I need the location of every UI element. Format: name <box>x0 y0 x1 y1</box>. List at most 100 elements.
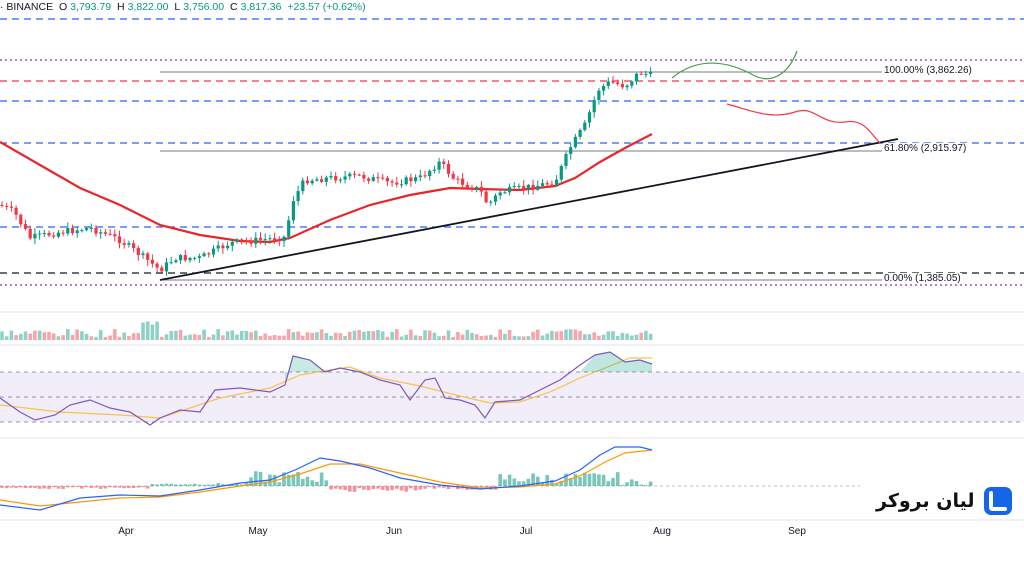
horizontal-levels <box>0 18 1024 286</box>
candle-body <box>277 240 281 242</box>
macd-histogram-bar <box>56 486 61 489</box>
candle-body <box>305 180 310 184</box>
macd-histogram-bar <box>545 474 549 486</box>
volume-bar <box>150 324 155 340</box>
macd-histogram-bar <box>639 484 643 486</box>
candle-body <box>508 186 512 193</box>
candle-body <box>620 84 624 88</box>
projection-down-path[interactable] <box>726 103 881 144</box>
fibonacci-retracement[interactable] <box>160 71 882 281</box>
candle-body <box>592 99 596 113</box>
candle-body <box>644 73 648 75</box>
candle-body <box>550 184 554 186</box>
fib-level-0-label: 0.00% (1,385.05) <box>883 273 962 284</box>
volume-bar <box>37 330 42 340</box>
macd-histogram-bar <box>423 486 427 489</box>
candle-body <box>216 245 220 249</box>
fib-level-100-label: 100.00% (3,862.26) <box>883 65 973 76</box>
volume-bar <box>385 336 390 340</box>
macd-histogram-bar <box>42 486 47 489</box>
macd-histogram-bar <box>117 486 122 488</box>
macd-histogram-bar <box>0 486 4 488</box>
volume-bar <box>427 330 432 340</box>
macd-histogram-bar <box>578 477 582 486</box>
macd-histogram-bar <box>216 483 220 486</box>
volume-bar <box>568 329 573 340</box>
candle-body <box>484 191 488 203</box>
macd-histogram-bar <box>573 474 578 486</box>
macd-histogram-bar <box>503 479 507 486</box>
volume-bar <box>178 329 183 340</box>
candle-body <box>371 177 375 181</box>
volume-bar <box>418 335 423 340</box>
candle-body <box>606 81 610 87</box>
candle-body <box>47 232 51 236</box>
volume-bar <box>286 329 291 340</box>
volume-bar <box>324 332 329 340</box>
candle-body <box>38 233 42 235</box>
candle-body <box>207 253 211 255</box>
macd-histogram-bar <box>371 486 376 489</box>
candle-body <box>296 191 300 202</box>
volume-bar <box>474 334 479 340</box>
candle-body <box>23 224 28 229</box>
macd-histogram-bar <box>98 486 103 489</box>
candle-body <box>146 253 150 260</box>
macd-histogram-bar <box>136 486 141 488</box>
volume-bar <box>479 336 484 340</box>
candle-body <box>193 257 197 259</box>
macd-histogram-bar <box>141 486 145 488</box>
macd-histogram-bar <box>442 486 446 488</box>
volume-bar <box>639 332 643 340</box>
low-label: L <box>174 1 181 13</box>
candle-body <box>352 173 357 175</box>
candle-body <box>338 179 342 181</box>
volume-bar <box>136 333 141 340</box>
candle-body <box>258 237 263 240</box>
trendline[interactable] <box>159 138 899 281</box>
close-value: 3,817.36 <box>240 1 282 13</box>
candle-body <box>498 192 502 196</box>
macd-histogram-bar <box>536 476 540 486</box>
macd-histogram-bar <box>211 484 216 486</box>
volume-bar <box>98 330 103 340</box>
macd-histogram-bar <box>221 484 225 486</box>
volume-bar <box>61 335 65 340</box>
candle-body <box>282 236 286 242</box>
macd-histogram-bar <box>160 483 164 486</box>
volume-bar <box>644 330 648 340</box>
candle-body <box>108 233 112 235</box>
candle-body <box>197 256 201 258</box>
macd-histogram-bar <box>37 486 42 489</box>
macd-histogram-bar <box>174 484 178 486</box>
macd-histogram-bar <box>592 473 596 486</box>
volume-bar <box>244 331 249 340</box>
volume-bar <box>625 333 629 340</box>
brand-logo: لیان بروکر <box>876 484 1013 518</box>
candlesticks <box>0 67 653 276</box>
volume-bar <box>390 331 394 340</box>
macd-histogram-bar <box>512 478 517 486</box>
volume-bar <box>611 331 615 340</box>
volume-bar <box>512 335 517 340</box>
volume-bar <box>371 331 376 340</box>
candle-body <box>117 236 122 244</box>
rsi-line <box>0 351 653 426</box>
macd-histogram-bar <box>230 484 235 486</box>
macd-histogram-bar <box>9 486 14 488</box>
candle-body <box>456 178 460 180</box>
macd-histogram-bar <box>395 486 399 489</box>
macd-histogram-bar <box>244 483 249 486</box>
rsi-pane <box>0 351 1024 426</box>
candle-body <box>254 237 258 244</box>
volume-bar <box>507 330 512 340</box>
projection-up-path[interactable] <box>671 50 798 80</box>
macd-histogram-bar <box>484 486 488 488</box>
candle-body <box>113 234 117 237</box>
candle-body <box>564 153 568 166</box>
volume-bar <box>536 329 540 340</box>
volume-bar <box>592 332 596 340</box>
volume-bar <box>366 330 371 340</box>
macd-histogram-bar <box>521 481 526 486</box>
